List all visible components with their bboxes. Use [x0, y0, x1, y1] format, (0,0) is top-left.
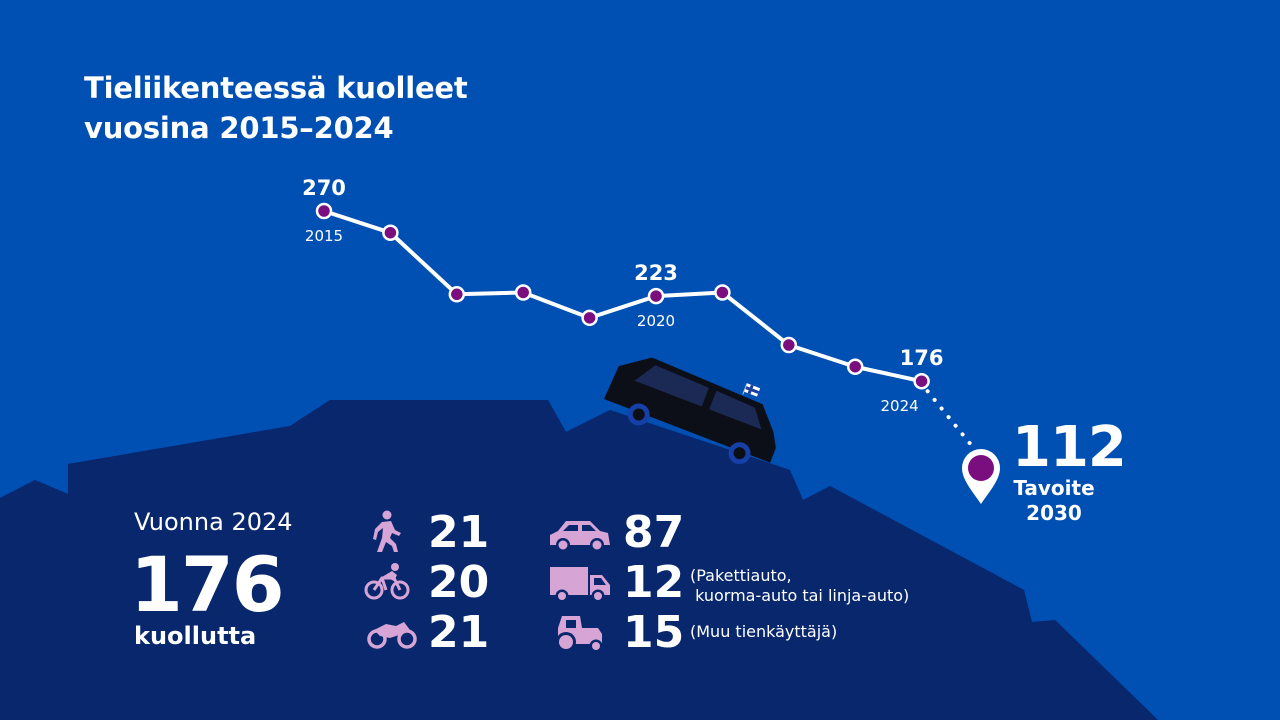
year-label-2020: 2020: [637, 312, 675, 330]
stats-total: 176: [130, 540, 285, 629]
value-label-2024: 176: [900, 346, 944, 370]
data-point-2016: [382, 224, 399, 241]
target-projection-line: [925, 389, 974, 448]
target-year: 2030: [1026, 501, 1082, 525]
motorcycle-icon: [367, 622, 417, 649]
target-label-text: Tavoite: [1013, 476, 1095, 500]
value-label-2020: 223: [634, 261, 678, 285]
title-line-2: vuosina 2015–2024: [84, 111, 394, 145]
car-value: 87: [623, 507, 685, 558]
page-title: Tieliikenteessä kuolleet vuosina 2015–20…: [84, 68, 468, 148]
target-value: 112: [1012, 415, 1127, 480]
stats-unit: kuollutta: [134, 622, 257, 650]
year-label-2015: 2015: [305, 227, 343, 245]
data-point-2019: [581, 309, 598, 327]
motorcycle-value: 21: [428, 607, 490, 658]
bicycle-value: 20: [428, 557, 490, 608]
car-icon: [550, 521, 610, 552]
tractor-note: (Muu tienkäyttäjä): [690, 622, 838, 641]
hearse-car-icon: [603, 357, 776, 465]
data-point-2018: [514, 284, 532, 301]
data-point-2020: [647, 287, 665, 305]
data-point-2022: [780, 336, 798, 354]
pedestrian-value: 21: [428, 507, 490, 558]
pedestrian-icon: [373, 510, 401, 552]
tractor-value: 15: [623, 607, 685, 658]
data-point-2017: [448, 286, 466, 303]
data-point-2023: [846, 358, 864, 375]
data-point-2024: [913, 372, 930, 390]
mountain: [0, 400, 1158, 720]
tractor-icon: [556, 616, 603, 653]
stats-year-label: Vuonna 2024: [134, 508, 293, 536]
series-line: [323, 209, 923, 384]
truck-note: (Pakettiauto, kuorma-auto tai linja-auto…: [690, 566, 910, 605]
truck-icon: [550, 567, 610, 603]
bicycle-icon: [364, 563, 410, 600]
data-point-2015: [315, 202, 333, 220]
title-line-1: Tieliikenteessä kuolleet: [84, 71, 468, 105]
truck-value: 12: [623, 557, 685, 608]
year-label-2024: 2024: [881, 397, 919, 415]
target-pin-icon: [962, 449, 1000, 504]
line-chart: 270 2015 223 2020 176 2024: [302, 176, 974, 448]
target-label: Tavoite 2030: [1010, 476, 1098, 526]
data-point-2021: [714, 284, 731, 301]
value-label-2015: 270: [302, 176, 346, 200]
